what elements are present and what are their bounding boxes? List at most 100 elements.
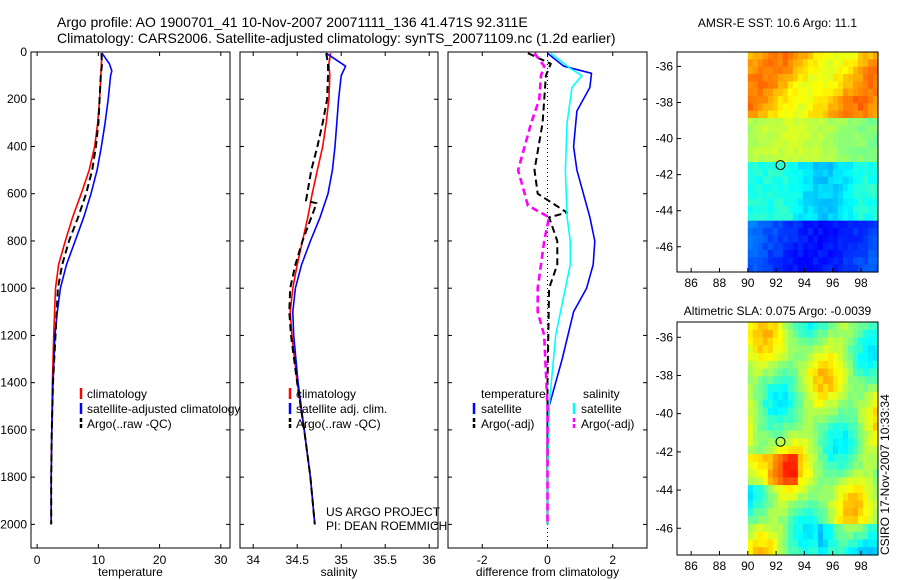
difference-series-line [516,52,551,525]
sla-heatmap-cell [827,446,834,455]
depth-tick-label: 1000 [0,281,27,295]
sst-heatmap-cell [782,59,789,68]
sst-heatmap-cell [752,176,759,185]
sla-heatmap-cell [857,422,864,432]
sla-heatmap-cell [762,516,769,525]
sst-heatmap-cell [832,235,839,244]
footer-timestamp: CSIRO 17-Nov-2007 10:33:34 [878,394,892,555]
sst-heatmap-cell [827,228,834,236]
sst-heatmap-cell [832,264,839,273]
sst-heatmap-cell [747,220,754,229]
sla-heatmap-cell [757,485,764,494]
sst-heatmap-cell [842,96,849,104]
sla-heatmap-cell [867,407,874,416]
sst-heatmap-cell [812,96,819,104]
sla-heatmap-cell [852,492,859,502]
sst-heatmap-cell [757,66,764,75]
sla-heatmap-cell [747,399,754,409]
sst-heatmap-cell [847,242,854,251]
sst-heatmap-cell [782,103,789,112]
sst-heatmap-cell [747,257,754,266]
sla-heatmap-cell [847,384,854,393]
sla-heatmap-cell [832,523,839,533]
sst-heatmap-cell [837,264,844,273]
sst-heatmap-cell [842,235,849,244]
sla-heatmap-cell [872,430,879,440]
sla-heatmap-cell [847,454,854,463]
sst-heatmap-cell [767,242,774,251]
sst-heatmap-cell [872,110,879,119]
sst-heatmap-cell [847,213,854,222]
sst-heatmap-cell [787,81,794,90]
sla-heatmap-cell [792,391,799,401]
sla-heatmap-cell [807,430,814,440]
diff-legend-label: Argo(-adj) [581,417,634,431]
sla-heatmap-cell [757,430,764,440]
sst-heatmap-cell [787,66,794,75]
sst-heatmap-cell [777,250,784,258]
sla-heatmap-cell [792,376,799,385]
sst-heatmap-cell [852,198,859,207]
sla-heatmap-cell [787,469,794,478]
sst-heatmap-cell [792,154,799,163]
sla-heatmap-cell [842,492,849,502]
sla-heatmap-cell [772,430,779,440]
sst-heatmap-cell [767,162,774,170]
sst-heatmap-cell [812,242,819,251]
sla-heatmap-cell [757,407,764,416]
sla-heatmap-cell [757,368,764,377]
sla-heatmap-cell [752,477,759,486]
sla-heatmap-cell [832,508,839,517]
sst-heatmap-cell [767,125,774,134]
sla-heatmap-cell [812,516,819,525]
sst-heatmap-cell [757,235,764,244]
difference-series-line [546,52,596,525]
sst-heatmap-cell [787,154,794,163]
sst-heatmap-cell [767,118,774,126]
sst-heatmap-cell [752,228,759,236]
sst-heatmap-cell [802,242,809,251]
sst-heatmap-cell [852,191,859,200]
sst-heatmap-cell [802,213,809,222]
sla-heatmap-cell [802,508,809,517]
sst-heatmap-cell [747,242,754,251]
sst-heatmap-cell [772,88,779,97]
sst-heatmap-cell [772,198,779,207]
sla-heatmap-cell [747,523,754,533]
sla-heatmap-cell [797,391,804,401]
sst-heatmap-cell [787,228,794,236]
sla-heatmap-cell [752,539,759,548]
sst-heatmap-cell [857,59,864,68]
sst-heatmap-cell [747,103,754,112]
sla-heatmap-cell [762,446,769,455]
sst-heatmap-cell [787,59,794,68]
sst-heatmap-cell [817,220,824,229]
sst-heatmap-cell [762,118,769,126]
sst-heatmap-cell [807,198,814,207]
sst-heatmap-cell [752,206,759,214]
sla-heatmap-cell [767,399,774,409]
sla-heatmap-cell [832,477,839,486]
sla-heatmap-cell [822,329,829,339]
sla-heatmap-cell [847,407,854,416]
sst-heatmap-cell [817,88,824,97]
sst-heatmap-cell [812,154,819,163]
sst-heatmap-cell [812,88,819,97]
sst-heatmap-cell [857,169,864,178]
sla-heatmap-cell [747,516,754,525]
sst-heatmap-cell [827,264,834,273]
sla-heatmap-cell [752,500,759,509]
salinity-legend-label: Argo(..raw -QC) [296,417,381,431]
sst-heatmap-cell [852,88,859,97]
sst-heatmap-cell [872,88,879,97]
sst-heatmap-cell [837,242,844,251]
sst-heatmap-cell [767,154,774,163]
sla-heatmap-cell [827,329,834,339]
sla-heatmap-cell [792,430,799,440]
sst-heatmap-cell [812,228,819,236]
sst-heatmap-cell [797,184,804,192]
sla-heatmap-cell [787,508,794,517]
sla-heatmap-cell [802,368,809,377]
sst-heatmap-cell [872,176,879,185]
sst-heatmap-cell [777,125,784,134]
